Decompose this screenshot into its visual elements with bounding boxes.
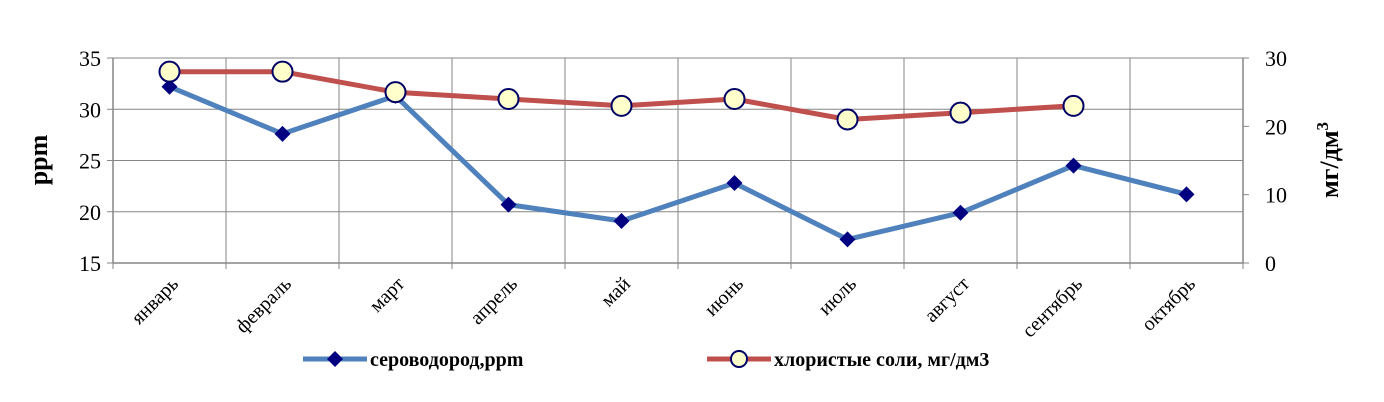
left-tick-label: 35 [79, 46, 101, 71]
gridlines [113, 57, 1243, 264]
category-label: июль [814, 273, 861, 320]
data-point-circle [384, 81, 407, 104]
data-point-circle [158, 60, 181, 83]
data-point-diamond [274, 125, 291, 142]
data-point-diamond [726, 175, 743, 192]
category-label: сентябрь [1018, 273, 1087, 342]
data-point-diamond [500, 196, 517, 213]
data-point-circle [271, 60, 294, 83]
left-tick-label: 15 [79, 251, 101, 276]
left-axis-ticks: 15 20 25 30 35 [79, 46, 101, 276]
category-label: апрель [466, 273, 522, 329]
data-point-circle [497, 88, 520, 110]
data-point-diamond [839, 231, 856, 248]
legend-item-chloride-salts: хлористые соли, мг/дм3 [707, 349, 989, 371]
legend-label-hydrogen-sulfide: сероводород,ppm [370, 349, 524, 371]
right-tick-label: 10 [1265, 183, 1287, 208]
category-labels: январь февраль март апрель май июнь июль август… [127, 273, 1200, 342]
data-point-circle [610, 94, 633, 117]
legend-marker-circle [730, 350, 748, 368]
data-point-circle [836, 108, 859, 131]
category-label: август [920, 273, 974, 327]
right-axis-title-superscript: 3 [1313, 122, 1332, 131]
left-tick-label: 30 [79, 97, 101, 122]
left-tick-label: 25 [79, 149, 101, 174]
series-line-0 [168, 84, 1188, 242]
legend: сероводород,ppm хлористые соли, мг/дм3 [303, 349, 989, 371]
right-axis-ticks: 0 10 20 30 [1265, 46, 1287, 276]
category-label: январь [127, 273, 183, 329]
data-point-diamond [1065, 157, 1082, 174]
data-point-diamond [161, 78, 178, 95]
left-axis-title: ppm [24, 134, 53, 185]
category-label: июнь [700, 273, 748, 321]
legend-marker-diamond [327, 351, 343, 367]
axes [107, 57, 1249, 269]
right-axis-title: мг/дм3 [1313, 122, 1344, 198]
right-tick-label: 30 [1265, 46, 1287, 71]
category-label: октябрь [1138, 273, 1201, 336]
data-point-diamond [613, 212, 630, 229]
category-label: февраль [231, 273, 296, 338]
legend-item-hydrogen-sulfide: сероводород,ppm [303, 349, 524, 371]
data-point-circle [723, 88, 746, 110]
right-axis-title-text: мг/дм [1315, 130, 1344, 198]
data-point-diamond [952, 204, 969, 221]
series-markers [158, 60, 1195, 248]
left-tick-label: 20 [79, 200, 101, 225]
category-label: май [597, 273, 635, 311]
right-tick-label: 0 [1265, 251, 1276, 276]
category-label: март [365, 273, 409, 317]
right-tick-label: 20 [1265, 114, 1287, 139]
data-point-circle [1062, 94, 1085, 117]
data-point-circle [949, 101, 972, 124]
legend-label-chloride-salts: хлористые соли, мг/дм3 [774, 349, 989, 371]
data-point-diamond [1178, 186, 1195, 203]
